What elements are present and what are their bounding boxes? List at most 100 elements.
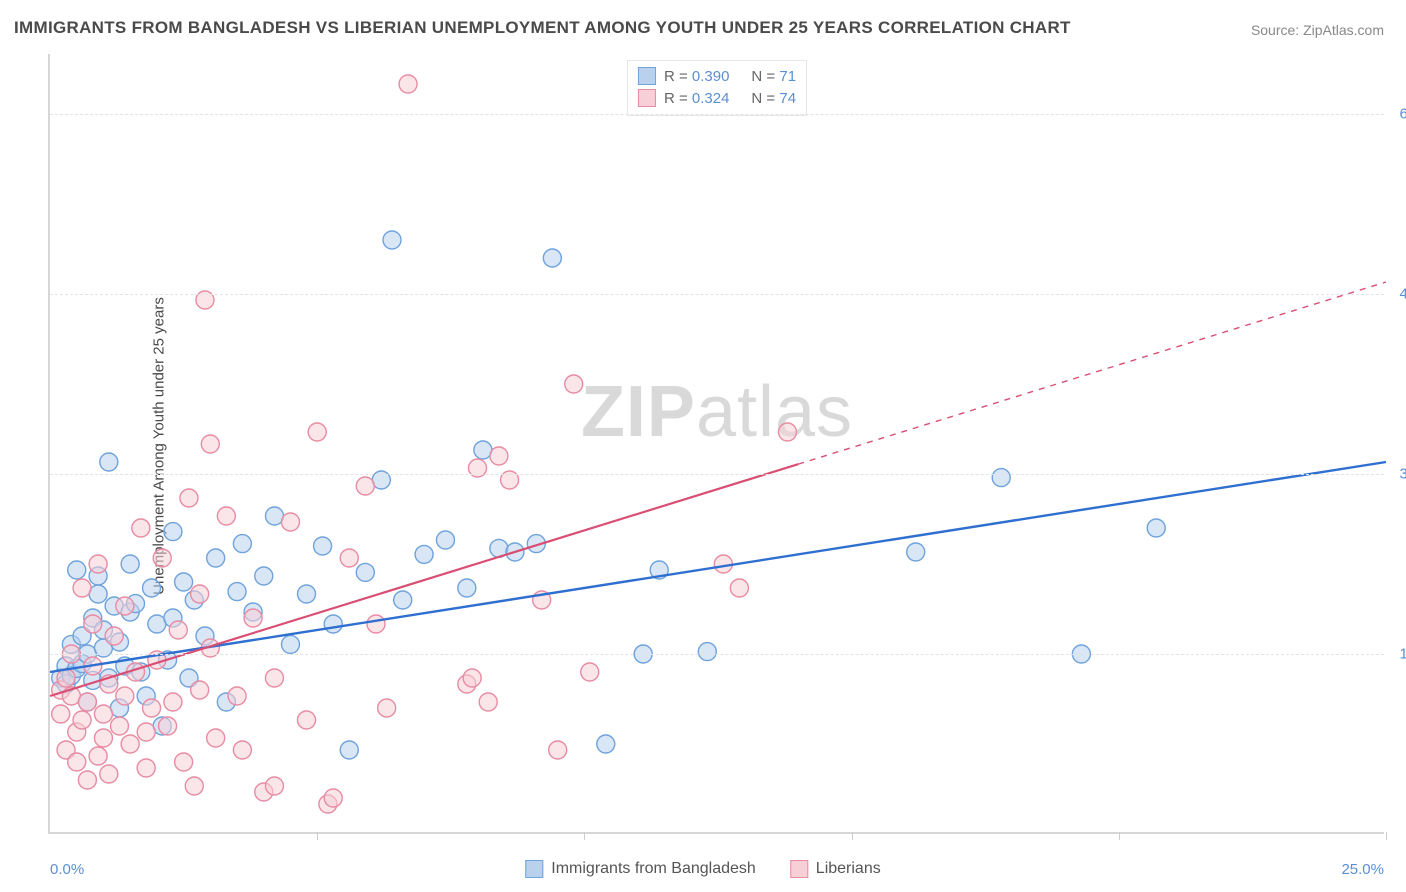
data-point [298, 711, 316, 729]
data-point [105, 627, 123, 645]
data-point [78, 693, 96, 711]
data-point [201, 435, 219, 453]
x-tick [584, 832, 585, 840]
source-label: Source: ZipAtlas.com [1251, 22, 1384, 38]
data-point [298, 585, 316, 603]
data-point [137, 759, 155, 777]
data-point [57, 669, 75, 687]
data-point [121, 555, 139, 573]
data-point [581, 663, 599, 681]
data-point [121, 735, 139, 753]
y-tick-label: 30.0% [1390, 466, 1406, 483]
data-point [907, 543, 925, 561]
data-point [185, 777, 203, 795]
chart-title: IMMIGRANTS FROM BANGLADESH VS LIBERIAN U… [14, 18, 1071, 38]
data-point [308, 423, 326, 441]
data-point [89, 555, 107, 573]
data-point [383, 231, 401, 249]
data-point [73, 711, 91, 729]
legend-item-label: Liberians [816, 860, 881, 878]
legend-item: Liberians [790, 860, 881, 878]
data-point [132, 519, 150, 537]
legend-series: Immigrants from Bangladesh Liberians [525, 860, 880, 878]
legend-swatch [790, 860, 808, 878]
data-point [730, 579, 748, 597]
data-point [228, 583, 246, 601]
legend-row: R = 0.390 N = 71 [638, 65, 796, 87]
data-point [207, 549, 225, 567]
legend-swatch [638, 67, 656, 85]
data-point [543, 249, 561, 267]
data-point [153, 549, 171, 567]
x-tick [1386, 832, 1387, 840]
legend-n: N = 71 [751, 68, 796, 85]
data-point [100, 765, 118, 783]
gridline-h [50, 474, 1384, 475]
data-point [233, 741, 251, 759]
data-point [116, 687, 134, 705]
data-point [143, 699, 161, 717]
data-point [549, 741, 567, 759]
data-point [597, 735, 615, 753]
gridline-h [50, 654, 1384, 655]
legend-swatch [525, 860, 543, 878]
x-axis-min-label: 0.0% [50, 861, 84, 878]
y-tick-label: 15.0% [1390, 646, 1406, 663]
data-point [148, 615, 166, 633]
data-point [233, 535, 251, 553]
legend-item-label: Immigrants from Bangladesh [551, 860, 756, 878]
gridline-h [50, 294, 1384, 295]
regression-line-dashed [798, 282, 1386, 464]
data-point [474, 441, 492, 459]
data-point [116, 597, 134, 615]
data-point [255, 567, 273, 585]
data-point [73, 579, 91, 597]
data-point [217, 507, 235, 525]
data-point [89, 747, 107, 765]
data-point [778, 423, 796, 441]
x-axis-max-label: 25.0% [1341, 861, 1384, 878]
legend-correlation: R = 0.390 N = 71 R = 0.324 N = 74 [627, 60, 807, 116]
legend-swatch [638, 89, 656, 107]
data-point [89, 585, 107, 603]
data-point [399, 75, 417, 93]
x-tick [317, 832, 318, 840]
data-point [367, 615, 385, 633]
data-point [143, 579, 161, 597]
data-point [94, 705, 112, 723]
data-point [479, 693, 497, 711]
data-point [110, 717, 128, 735]
x-tick [852, 832, 853, 840]
data-point [169, 621, 187, 639]
data-point [394, 591, 412, 609]
data-point [281, 513, 299, 531]
data-point [164, 523, 182, 541]
data-point [94, 729, 112, 747]
data-point [1147, 519, 1165, 537]
data-point [159, 717, 177, 735]
y-tick-label: 45.0% [1390, 286, 1406, 303]
data-point [84, 615, 102, 633]
data-point [175, 753, 193, 771]
data-point [992, 469, 1010, 487]
data-point [265, 507, 283, 525]
legend-n: N = 74 [751, 90, 796, 107]
data-point [324, 615, 342, 633]
data-point [415, 545, 433, 563]
data-point [458, 579, 476, 597]
x-tick [1119, 832, 1120, 840]
data-point [191, 681, 209, 699]
data-point [175, 573, 193, 591]
legend-r: R = 0.390 [664, 68, 729, 85]
data-point [698, 643, 716, 661]
regression-line-solid [50, 464, 798, 696]
data-point [324, 789, 342, 807]
legend-r: R = 0.324 [664, 90, 729, 107]
data-point [463, 669, 481, 687]
data-point [265, 669, 283, 687]
chart-svg [50, 54, 1384, 832]
data-point [244, 609, 262, 627]
data-point [78, 771, 96, 789]
y-tick-label: 60.0% [1390, 106, 1406, 123]
data-point [356, 563, 374, 581]
